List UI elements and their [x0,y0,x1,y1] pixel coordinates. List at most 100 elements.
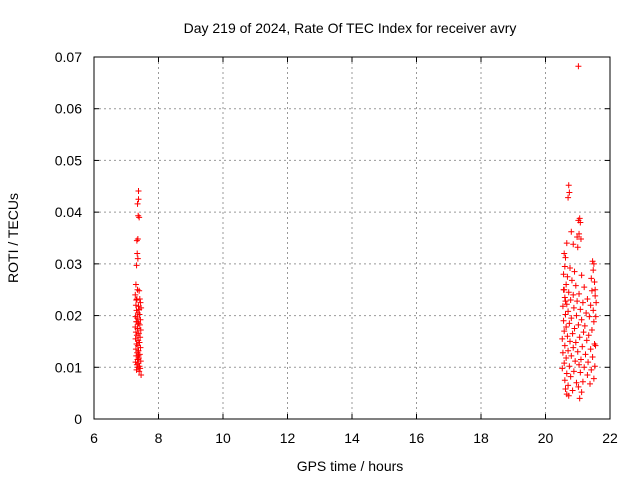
data-point [581,284,588,291]
data-point [561,328,568,335]
data-point [134,255,141,262]
data-point [133,296,140,303]
data-point [584,372,591,379]
data-point [562,311,569,318]
data-point [588,327,595,334]
data-point [133,307,140,314]
y-tick-label: 0.06 [55,101,82,117]
data-point [564,333,571,340]
x-tick-label: 14 [344,430,360,446]
data-point [136,306,143,313]
data-point [136,214,143,221]
data-point [565,182,572,189]
y-tick-label: 0.07 [55,49,82,65]
data-point [576,230,583,237]
tick-labels: 6 8 10 12 14 16 18 20 22 0 0.01 0.02 0.03 0.04 0.05 0.0… [55,49,618,446]
data-point [569,387,576,394]
data-point [572,282,579,289]
data-point [576,361,583,368]
data-point [134,325,141,332]
data-point [563,323,570,330]
data-point [134,318,141,325]
data-point [577,356,584,363]
data-point [564,273,571,280]
data-point [578,272,585,279]
x-tick-label: 6 [90,430,98,446]
x-tick-label: 16 [409,430,425,446]
data-point [587,346,594,353]
data-point [590,267,597,274]
data-point [567,297,574,304]
data-point [591,278,598,285]
data-point [567,264,574,271]
data-point [559,349,566,356]
data-point [133,262,140,269]
data-point [583,309,590,316]
data-point [574,298,581,305]
data-point [590,318,597,325]
data-point [572,358,579,365]
data-point [563,281,570,288]
data-point [138,372,145,379]
y-tick-label: 0.01 [55,359,82,375]
data-point [137,344,144,351]
data-point [590,375,597,382]
plot-frame [93,56,611,420]
data-point [559,335,566,342]
data-point [136,368,143,375]
data-point [579,378,586,385]
data-point [576,290,583,297]
y-tick-label: 0 [74,411,82,427]
data-point [561,342,568,349]
data-point [575,383,582,390]
data-point [578,316,585,323]
data-point [568,352,575,359]
data-point [576,395,583,402]
data-point [136,287,143,294]
data-point [134,200,141,207]
data-point [137,365,144,372]
data-point [559,303,566,310]
data-points [132,63,600,402]
data-point [136,321,143,328]
data-point [135,196,142,203]
data-point [561,294,568,301]
data-point [565,289,572,296]
data-point [592,342,599,349]
data-point [134,236,141,243]
data-point [582,351,589,358]
data-point [581,322,588,329]
data-point [563,301,570,308]
y-tick-label: 0.05 [55,152,82,168]
data-point [133,332,140,339]
data-point [589,353,596,360]
data-point [135,212,142,219]
data-point [562,254,569,261]
data-point [588,366,595,373]
data-point [568,315,575,322]
data-point [562,386,569,393]
data-point [563,370,570,377]
data-point [570,344,577,351]
data-point [568,277,575,284]
data-point [587,380,594,387]
x-tick-label: 8 [155,430,163,446]
data-point [588,287,595,294]
data-point [569,330,576,337]
data-point [575,63,582,70]
x-tick-label: 18 [473,430,489,446]
data-point [577,369,584,376]
data-point [584,296,591,303]
data-point [592,292,599,299]
data-point [565,382,572,389]
data-point [587,302,594,309]
data-point [567,338,574,345]
data-point [134,250,141,257]
data-point [565,347,572,354]
data-point [570,368,577,375]
data-point [567,373,574,380]
data-point [565,308,572,315]
data-point [571,268,578,275]
data-point [566,363,573,370]
